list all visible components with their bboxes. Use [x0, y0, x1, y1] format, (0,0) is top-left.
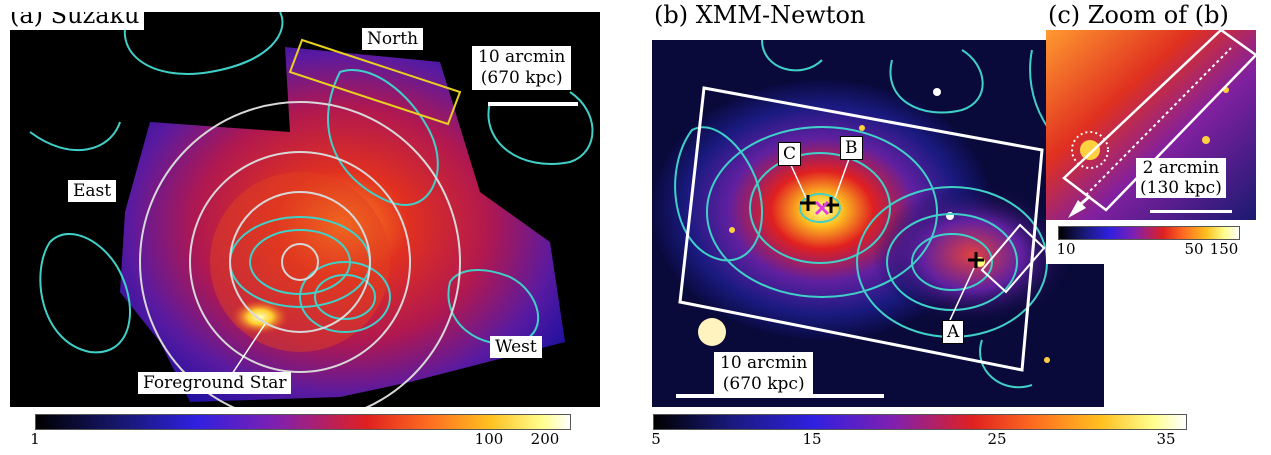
star-pointer — [231, 323, 266, 375]
cbar-c-tick-50: 50 — [1184, 240, 1204, 258]
colorbar-b — [653, 414, 1187, 430]
zoom-dotted-line — [1085, 47, 1232, 196]
zoom-source — [1080, 140, 1100, 160]
scale-bar-b — [676, 394, 884, 398]
scale-bar-a — [488, 102, 578, 106]
foreground-star-blob — [230, 299, 290, 335]
colorbar-c-ticks: 10 50 150 — [1056, 240, 1239, 260]
suzaku-contours — [29, 12, 594, 354]
colorbar-a — [35, 414, 571, 430]
marker-label-c: C — [778, 142, 802, 166]
zoom-inset-box — [980, 223, 1046, 294]
colorbar-c — [1058, 226, 1240, 240]
scale-label-b: 10 arcmin (670 kpc) — [714, 352, 814, 396]
cbar-a-tick-100: 100 — [474, 430, 504, 448]
cbar-a-tick-1: 1 — [30, 430, 40, 448]
magenta-cross — [814, 200, 830, 216]
marker-crosses — [800, 195, 984, 268]
cbar-b-tick-5: 5 — [651, 430, 661, 448]
label-north: North — [362, 28, 424, 50]
marker-pointers — [789, 155, 975, 321]
zoom-image: 2 arcmin (130 kpc) — [1046, 30, 1256, 220]
label-east: East — [68, 180, 117, 202]
cbar-b-tick-15: 15 — [802, 430, 822, 448]
bright-source — [698, 318, 726, 346]
zoom-region-box — [1062, 30, 1256, 212]
label-foreground-star: Foreground Star — [138, 372, 292, 394]
zoom-dotted-circle — [1071, 131, 1109, 169]
colorbar-b-ticks: 5 15 25 35 — [651, 430, 1185, 450]
cbar-c-tick-150: 150 — [1209, 240, 1239, 258]
colorbar-a-ticks: 1 100 200 — [30, 430, 569, 450]
xmm-map — [652, 40, 1104, 407]
scale-label-c: 2 arcmin (130 kpc) — [1136, 158, 1226, 198]
panel-a-title: (a) Suzaku — [10, 12, 144, 30]
panel-b-title: (b) XMM-Newton — [650, 0, 870, 30]
xmm-image: C B A 10 arcmin (670 kpc) — [652, 40, 1104, 407]
scale-bar-c — [1150, 210, 1232, 213]
annulus-circles — [139, 101, 461, 407]
panel-c-title: (c) Zoom of (b) — [1046, 0, 1231, 30]
suzaku-image: (a) Suzaku North East West Foreground St… — [10, 12, 600, 407]
cbar-b-tick-35: 35 — [1156, 430, 1176, 448]
marker-label-a: A — [942, 320, 965, 344]
cbar-c-tick-10: 10 — [1056, 240, 1076, 258]
scale-label-a: 10 arcmin (670 kpc) — [472, 46, 572, 90]
label-west: West — [490, 336, 542, 358]
north-region-box — [288, 38, 462, 126]
cbar-b-tick-25: 25 — [987, 430, 1007, 448]
xmm-region-box — [678, 86, 1044, 372]
cbar-a-tick-200: 200 — [530, 430, 560, 448]
marker-label-b: B — [840, 136, 863, 160]
suzaku-map — [29, 12, 594, 407]
